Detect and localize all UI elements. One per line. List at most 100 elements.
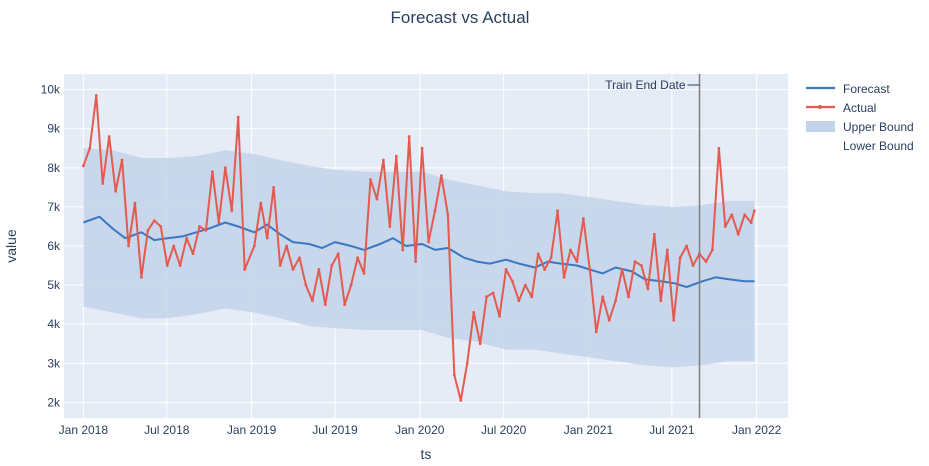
actual-point	[178, 264, 182, 267]
actual-point	[191, 252, 195, 256]
y-tick-label: 10k	[41, 83, 61, 97]
actual-point	[362, 271, 366, 275]
actual-point	[88, 146, 92, 150]
actual-point	[672, 318, 676, 322]
actual-point	[394, 154, 398, 158]
actual-point	[752, 209, 756, 213]
actual-point	[343, 303, 347, 307]
actual-point	[165, 264, 169, 267]
train-end-label: Train End Date	[605, 78, 686, 92]
actual-point	[223, 166, 227, 170]
actual-point	[459, 399, 463, 402]
actual-point	[723, 225, 727, 228]
actual-point	[704, 260, 708, 264]
legend-label-forecast: Forecast	[843, 82, 890, 96]
legend: Forecast Actual Upper Bound Lower Bound	[806, 82, 914, 153]
actual-point	[236, 115, 240, 119]
actual-point	[388, 225, 392, 228]
actual-point	[452, 373, 456, 377]
x-tick-label: Jan 2022	[732, 423, 782, 437]
actual-point	[588, 268, 592, 271]
legend-item-forecast[interactable]: Forecast	[806, 82, 890, 96]
x-tick-label: Jan 2021	[564, 423, 614, 437]
legend-label-lower-bound: Lower Bound	[843, 139, 914, 153]
legend-marker-actual	[818, 105, 822, 109]
actual-point	[204, 228, 208, 232]
actual-point	[243, 268, 247, 271]
actual-point	[640, 264, 643, 267]
actual-point	[81, 164, 85, 168]
train-end-marker: Train End Date	[605, 74, 701, 418]
chart-title: Forecast vs Actual	[391, 8, 530, 27]
actual-point	[427, 240, 430, 244]
actual-point	[446, 213, 450, 217]
actual-point	[120, 158, 124, 162]
actual-point	[420, 146, 424, 150]
x-tick-label: Jan 2018	[59, 423, 109, 437]
x-tick-label: Jul 2021	[649, 423, 695, 437]
actual-point	[375, 197, 379, 201]
actual-point	[691, 264, 695, 267]
y-tick-label: 3k	[47, 356, 61, 370]
actual-point	[685, 244, 689, 248]
actual-point	[607, 318, 611, 322]
actual-point	[627, 295, 630, 299]
actual-point	[440, 174, 443, 178]
actual-point	[107, 135, 111, 138]
actual-point	[381, 158, 385, 162]
x-tick-label: Jul 2019	[312, 423, 358, 437]
actual-point	[198, 225, 201, 228]
y-tick-label: 4k	[47, 317, 61, 331]
legend-label-actual: Actual	[843, 101, 876, 115]
y-tick-label: 2k	[47, 395, 61, 409]
actual-point	[523, 283, 527, 287]
actual-point	[711, 248, 714, 252]
legend-swatch-upper-bound	[806, 121, 835, 132]
actual-point	[291, 268, 295, 271]
actual-point	[633, 260, 637, 264]
actual-point	[349, 283, 353, 287]
actual-point	[230, 209, 234, 213]
actual-point	[304, 283, 308, 287]
x-tick-label: Jan 2019	[227, 423, 277, 437]
actual-point	[285, 244, 288, 248]
actual-point	[146, 228, 150, 232]
actual-point	[549, 256, 553, 260]
actual-point	[369, 178, 372, 181]
actual-point	[472, 311, 476, 314]
actual-point	[127, 244, 130, 248]
x-axis-title: ts	[421, 446, 432, 462]
y-tick-label: 7k	[47, 200, 61, 214]
actual-point	[665, 248, 669, 252]
actual-point	[594, 330, 598, 334]
actual-point	[562, 275, 566, 279]
actual-point	[414, 260, 418, 264]
actual-point	[217, 221, 221, 224]
actual-point	[278, 264, 282, 267]
y-tick-label: 9k	[47, 122, 61, 136]
actual-point	[730, 213, 734, 217]
actual-point	[678, 256, 682, 260]
actual-point	[298, 256, 301, 260]
actual-point	[659, 299, 663, 303]
x-tick-label: Jul 2020	[481, 423, 527, 437]
legend-item-actual[interactable]: Actual	[806, 101, 876, 115]
legend-item-lower-bound[interactable]: Lower Bound	[843, 139, 914, 153]
actual-point	[159, 225, 163, 228]
y-tick-label: 5k	[47, 278, 61, 292]
actual-point	[114, 189, 118, 193]
actual-point	[581, 217, 585, 221]
actual-point	[323, 303, 327, 307]
actual-point	[259, 201, 263, 205]
actual-point	[152, 219, 156, 222]
x-tick-label: Jul 2018	[144, 423, 190, 437]
actual-point	[569, 248, 572, 252]
actual-point	[543, 268, 547, 271]
y-axis-ticks: 2k 3k 4k 5k 6k 7k 8k 9k 10k	[41, 83, 61, 410]
legend-item-upper-bound[interactable]: Upper Bound	[806, 120, 914, 134]
actual-point	[401, 248, 405, 252]
actual-point	[485, 295, 489, 299]
actual-point	[330, 264, 334, 267]
actual-point	[172, 244, 176, 248]
actual-point	[465, 361, 469, 365]
